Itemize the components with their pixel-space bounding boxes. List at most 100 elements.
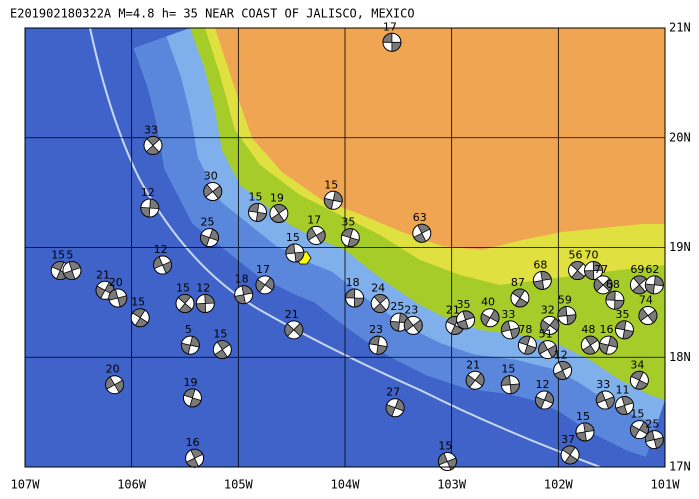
- beachball-quadrant: [500, 320, 520, 339]
- lat-label: 19N: [669, 240, 691, 254]
- depth-label: 32: [541, 303, 555, 316]
- depth-label: 12: [535, 378, 549, 391]
- beachball-quadrant: [323, 191, 343, 210]
- beachball: [105, 375, 125, 395]
- beachball: [284, 320, 304, 340]
- lat-label: 20N: [669, 130, 691, 144]
- beachball-quadrant: [385, 398, 405, 417]
- beachball: [540, 315, 560, 335]
- beachball: [500, 320, 520, 340]
- depth-label: 35: [457, 298, 471, 311]
- depth-label: 15: [438, 440, 452, 453]
- beachball: [517, 335, 537, 355]
- beachball-quadrant: [605, 290, 625, 310]
- beachball-quadrant: [644, 430, 664, 449]
- depth-label: 30: [204, 170, 218, 183]
- beachball-quadrant: [372, 294, 388, 313]
- depth-label: 40: [481, 296, 495, 309]
- beachball: [269, 203, 289, 223]
- depth-label: 69: [630, 263, 644, 276]
- depth-label: 27: [386, 386, 400, 399]
- beachball-quadrant: [615, 320, 634, 340]
- depth-label: 24: [371, 281, 385, 294]
- beachball: [62, 261, 82, 281]
- beachball-quadrant: [248, 203, 267, 222]
- beachball: [614, 396, 634, 416]
- title: E201902180322A M=4.8 h= 35 NEAR COAST OF…: [10, 7, 415, 21]
- depth-label: 25: [201, 216, 215, 229]
- depth-label: 21: [446, 303, 460, 316]
- beachball-quadrant: [108, 288, 128, 308]
- depth-label: 15: [176, 281, 190, 294]
- beachball-quadrant: [644, 275, 664, 295]
- depth-label: 68: [533, 258, 547, 271]
- lat-label: 18N: [669, 350, 691, 364]
- beachball: [368, 335, 388, 355]
- beachball: [382, 32, 402, 52]
- beachball-quadrant: [511, 288, 529, 308]
- beachball-quadrant: [540, 317, 560, 334]
- depth-label: 48: [581, 323, 595, 336]
- beachball: [437, 452, 457, 472]
- depth-label: 23: [369, 323, 383, 336]
- depth-label: 11: [615, 384, 629, 397]
- depth-label: 21: [466, 358, 480, 371]
- depth-label: 15: [630, 408, 644, 421]
- beachball-quadrant: [105, 376, 125, 394]
- depth-label: 62: [645, 263, 659, 276]
- beachball-quadrant: [183, 388, 202, 408]
- beachball-quadrant: [270, 204, 287, 223]
- beachball-quadrant: [480, 309, 500, 327]
- lon-label: 105W: [224, 478, 254, 492]
- depth-label: 63: [413, 211, 427, 224]
- beachball-quadrant: [438, 452, 457, 471]
- beachball-quadrant: [575, 422, 595, 442]
- beachball: [510, 288, 530, 308]
- beachball: [465, 370, 485, 390]
- beachball: [195, 293, 215, 313]
- beachball: [580, 335, 600, 355]
- beachball: [143, 135, 163, 155]
- lon-label: 103W: [437, 478, 467, 492]
- map-frame: [24, 27, 666, 468]
- depth-label: 17: [256, 263, 270, 276]
- beachball-quadrant: [638, 307, 658, 324]
- depth-label: 34: [630, 358, 644, 371]
- beachball: [185, 448, 205, 468]
- depth-label: 12: [154, 243, 168, 256]
- beachball: [575, 422, 595, 442]
- beachball: [644, 275, 664, 295]
- beachball: [234, 285, 254, 305]
- lat-label: 21N: [669, 21, 691, 35]
- depth-label: 18: [235, 273, 249, 286]
- beachball-quadrant: [284, 322, 304, 337]
- depth-label: 12: [141, 186, 155, 199]
- depth-label: 33: [501, 308, 515, 321]
- beachball: [480, 308, 500, 328]
- beachball: [108, 288, 128, 308]
- beachball: [644, 430, 664, 450]
- beachball-quadrant: [382, 32, 402, 52]
- depth-label: 77: [594, 263, 608, 276]
- beachball-quadrant: [195, 294, 215, 313]
- depth-label: 15: [576, 410, 590, 423]
- depth-label: 33: [596, 378, 610, 391]
- beachball-quadrant: [582, 335, 599, 355]
- depth-label: 20: [109, 276, 123, 289]
- beachball: [180, 335, 200, 355]
- beachball: [614, 320, 634, 340]
- beachball: [553, 360, 573, 380]
- depth-label: 15: [249, 190, 263, 203]
- beachball: [403, 315, 423, 335]
- beachball: [638, 306, 658, 326]
- depth-label: 33: [144, 123, 158, 136]
- beachball-quadrant: [562, 445, 579, 465]
- depth-label: 25: [390, 300, 404, 313]
- beachball: [255, 275, 275, 295]
- depth-label: 15: [213, 328, 227, 341]
- depth-label: 19: [183, 376, 197, 389]
- beachball: [500, 375, 520, 395]
- beachball-quadrant: [632, 275, 647, 295]
- beachball: [175, 293, 195, 313]
